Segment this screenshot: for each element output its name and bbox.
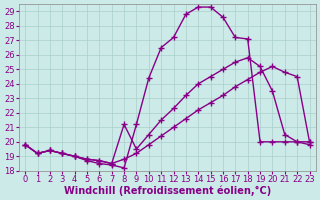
X-axis label: Windchill (Refroidissement éolien,°C): Windchill (Refroidissement éolien,°C): [64, 185, 271, 196]
